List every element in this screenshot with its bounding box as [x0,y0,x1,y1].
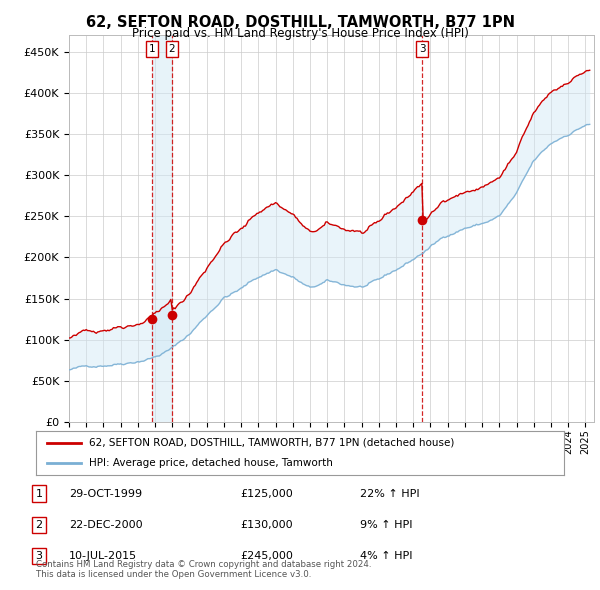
Text: 22% ↑ HPI: 22% ↑ HPI [360,489,419,499]
Text: 10-JUL-2015: 10-JUL-2015 [69,551,137,561]
Text: HPI: Average price, detached house, Tamworth: HPI: Average price, detached house, Tamw… [89,458,332,468]
Text: 22-DEC-2000: 22-DEC-2000 [69,520,143,530]
Text: 9% ↑ HPI: 9% ↑ HPI [360,520,413,530]
Text: Contains HM Land Registry data © Crown copyright and database right 2024.
This d: Contains HM Land Registry data © Crown c… [36,560,371,579]
Text: 62, SEFTON ROAD, DOSTHILL, TAMWORTH, B77 1PN (detached house): 62, SEFTON ROAD, DOSTHILL, TAMWORTH, B77… [89,438,454,448]
Text: £125,000: £125,000 [240,489,293,499]
Text: 2: 2 [169,44,175,54]
Text: 3: 3 [35,551,43,561]
Text: £245,000: £245,000 [240,551,293,561]
Text: 1: 1 [35,489,43,499]
Text: 4% ↑ HPI: 4% ↑ HPI [360,551,413,561]
Text: 3: 3 [419,44,425,54]
Text: Price paid vs. HM Land Registry's House Price Index (HPI): Price paid vs. HM Land Registry's House … [131,27,469,40]
Text: £130,000: £130,000 [240,520,293,530]
Bar [152,35,172,422]
Text: 1: 1 [149,44,155,54]
Text: 29-OCT-1999: 29-OCT-1999 [69,489,142,499]
Text: 62, SEFTON ROAD, DOSTHILL, TAMWORTH, B77 1PN: 62, SEFTON ROAD, DOSTHILL, TAMWORTH, B77… [86,15,515,30]
Text: 2: 2 [35,520,43,530]
